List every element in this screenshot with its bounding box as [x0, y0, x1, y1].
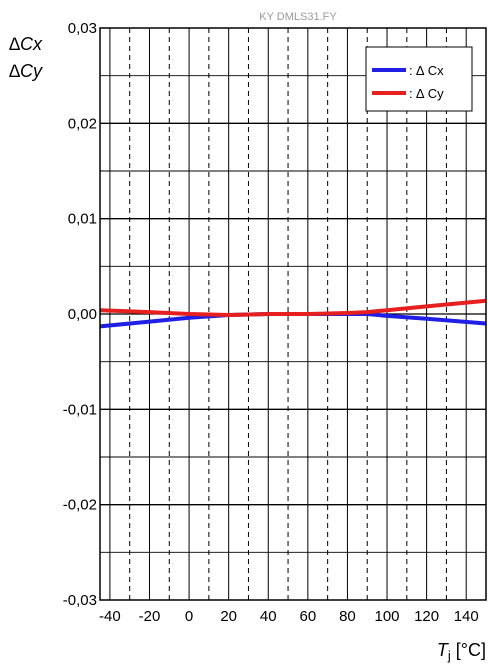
x-axis-label-var: T	[437, 640, 450, 660]
y-tick-label: 0,02	[68, 115, 97, 132]
x-axis-label-unit: [°C]	[451, 640, 486, 660]
series-line-cy	[99, 298, 487, 317]
x-tick-label: 140	[454, 608, 479, 625]
x-tick-label: 120	[414, 608, 439, 625]
x-axis-label-sub: j	[447, 648, 451, 663]
x-tick-label: -20	[139, 608, 161, 625]
x-tick-label: -40	[99, 608, 121, 625]
y-tick-label: 0,00	[68, 306, 97, 323]
plot-frame	[99, 27, 487, 601]
x-tick-label: 0	[185, 608, 193, 625]
y-axis-label-line-2: ∆Cy	[9, 61, 43, 81]
x-tick-label: 40	[260, 608, 277, 625]
x-tick-label: 100	[375, 608, 400, 625]
axis-ticks: -0,03 -0,02 -0,01 0,00 0,01 0,02 0,03 -40 -20 0 20…	[63, 20, 479, 625]
legend-box	[365, 46, 473, 112]
y-tick-label: -0,02	[63, 497, 97, 514]
y-tick-label: -0,03	[63, 592, 97, 609]
legend-label-cx: : ∆ Cx	[409, 63, 444, 78]
y-tick-label: 0,01	[68, 211, 97, 228]
x-tick-label: 60	[300, 608, 317, 625]
legend: : ∆ Cx : ∆ Cy	[365, 46, 473, 112]
x-tick-label: 20	[220, 608, 237, 625]
watermark: KY DMLS31.FY	[259, 11, 337, 23]
plot-series	[99, 298, 487, 329]
y-axis-label-line-1: ∆Cx	[9, 34, 43, 54]
legend-label-cy: : ∆ Cy	[409, 86, 444, 101]
y-tick-label: 0,03	[68, 20, 97, 37]
x-tick-label: 80	[339, 608, 356, 625]
y-tick-label: -0,01	[63, 401, 97, 418]
x-axis-label: Tj [°C]	[437, 640, 486, 663]
